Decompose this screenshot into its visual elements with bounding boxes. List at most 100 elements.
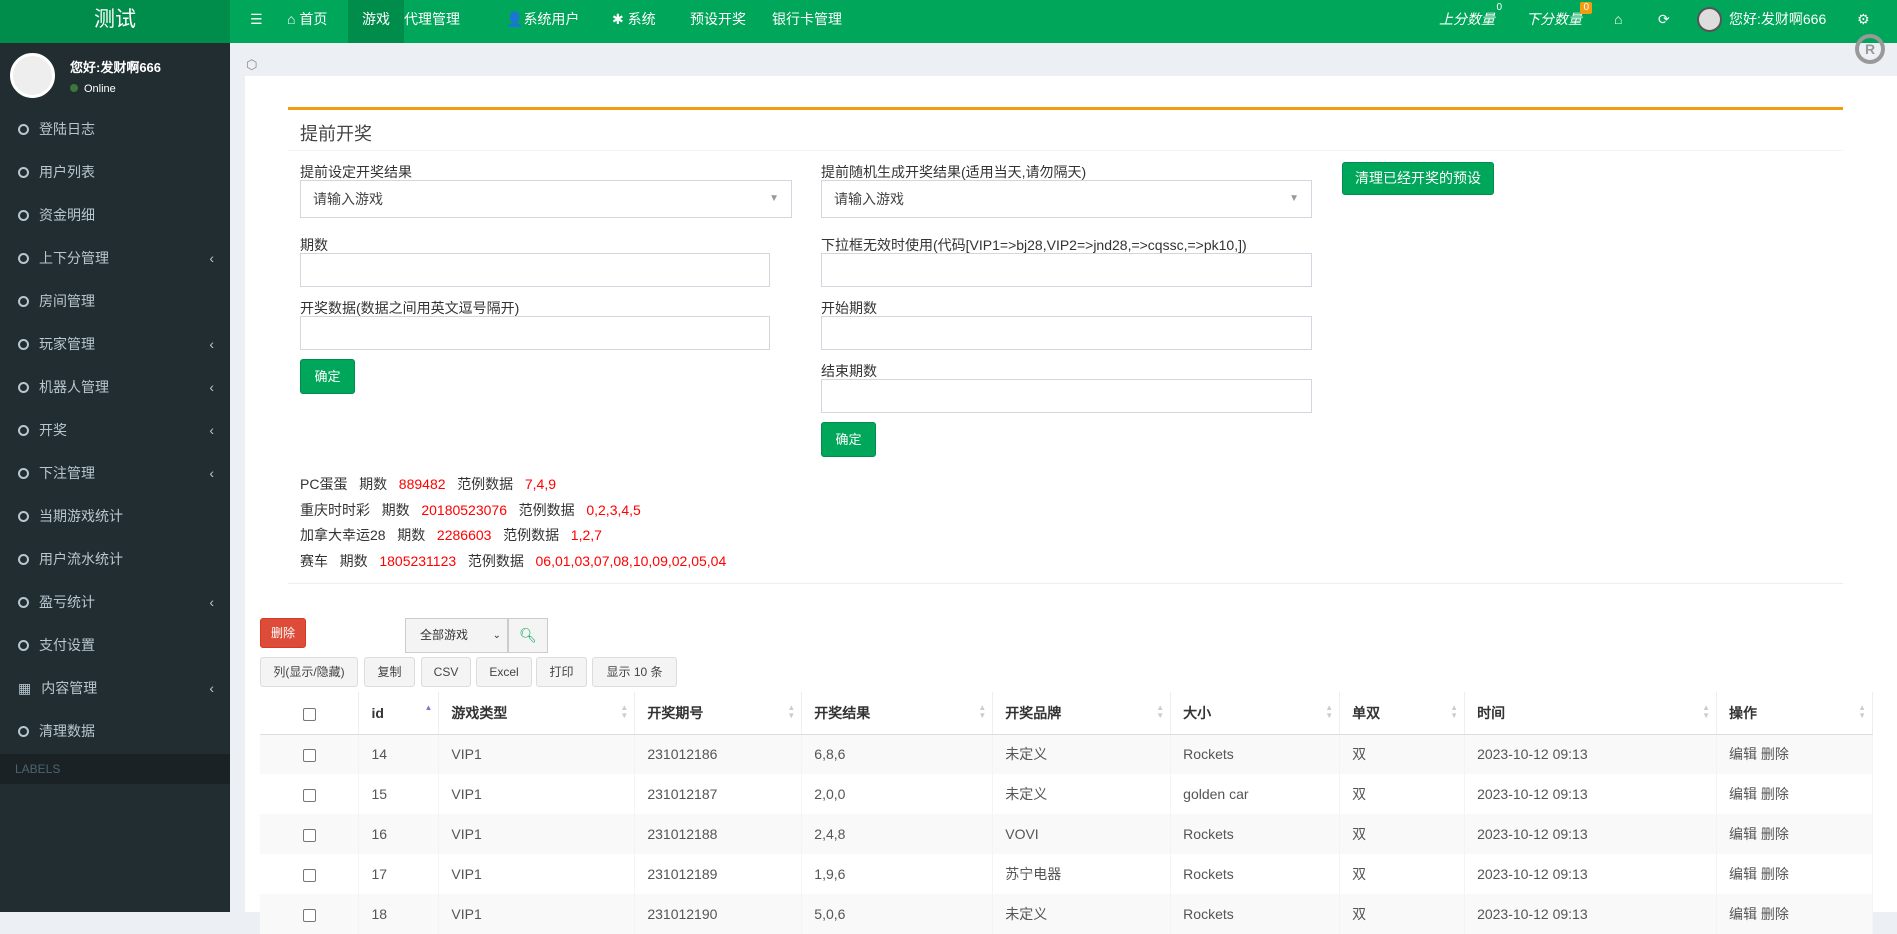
export-button[interactable]: Excel (476, 657, 532, 687)
column-header[interactable]: 时间 ▲ ▼ (1464, 692, 1717, 735)
circle-icon (18, 511, 29, 522)
user-name: 您好:发财啊666 (1729, 11, 1827, 27)
nav-system[interactable]: ✱ 系统 (598, 0, 670, 43)
sidebar-item[interactable]: 房间管理 (0, 280, 230, 323)
row-checkbox[interactable] (302, 908, 316, 922)
edit-link[interactable]: 编辑 (1728, 866, 1757, 882)
cell-result: 2,4,8 (801, 814, 994, 854)
edit-link[interactable]: 编辑 (1728, 906, 1757, 922)
draw-results-table: id ▲ 游戏类型 ▲ ▼ 开奖期号 ▲ ▼ 开奖结果 ▲ ▼ 开奖品牌 ▲ ▼ 大小 ▲ ▼ 单双 ▲ ▼ 时间 ▲ ▼ 操… (260, 692, 1874, 934)
code-input[interactable] (821, 253, 1312, 287)
home-button[interactable]: ⌂ (1600, 0, 1636, 43)
column-header[interactable]: 开奖期号 ▲ ▼ (634, 692, 803, 735)
refresh-button[interactable]: ⟳ (1644, 0, 1684, 43)
sidebar-item[interactable]: 用户列表 (0, 151, 230, 194)
export-button[interactable]: 复制 (364, 657, 415, 687)
example-value: 0,2,3,4,5 (586, 501, 641, 518)
gear-icon: ✱ (612, 11, 624, 27)
edit-link[interactable]: 编辑 (1728, 826, 1757, 842)
nav-home[interactable]: ⌂ 首页 (273, 0, 341, 43)
export-button[interactable]: 打印 (536, 657, 587, 687)
row-checkbox[interactable] (302, 868, 316, 882)
game-filter-select[interactable]: 全部游戏 ⌄ (405, 618, 508, 653)
column-header[interactable]: 大小 ▲ ▼ (1170, 692, 1341, 735)
export-button[interactable]: 列(显示/隐藏) (260, 657, 358, 687)
example-line: 赛车 期数 1805231123 范例数据 06,01,03,07,08,10,… (300, 551, 726, 571)
start-period-label: 开始期数 (821, 300, 877, 316)
delete-button[interactable]: 删除 (260, 618, 306, 648)
search-icon: 🔍︎ (519, 627, 537, 643)
delete-link[interactable]: 删除 (1760, 786, 1789, 802)
sidebar-item[interactable]: 支付设置 (0, 624, 230, 667)
row-select-cell (260, 774, 360, 814)
select-all-checkbox[interactable] (302, 707, 316, 721)
user-menu[interactable]: 您好:发财啊666 (1685, 0, 1840, 43)
chevron-left-icon: ‹ (209, 422, 214, 438)
column-header[interactable]: id ▲ (358, 692, 440, 735)
up-score-badge: 0 (1496, 2, 1502, 13)
sidebar-item[interactable]: 下注管理 ‹ (0, 452, 230, 495)
sidebar-item[interactable]: 盈亏统计 ‹ (0, 581, 230, 624)
breadcrumb-icon[interactable]: ⬡ (246, 57, 258, 72)
circle-icon (18, 468, 29, 479)
sidebar-item[interactable]: 登陆日志 (0, 108, 230, 151)
preset-game-select[interactable]: 请输入游戏 ▼ (300, 180, 792, 218)
sidebar-item[interactable]: ▦ 内容管理 ‹ (0, 667, 230, 710)
column-label: 操作 (1728, 704, 1757, 721)
sidebar-item[interactable]: 资金明细 (0, 194, 230, 237)
nav-agents[interactable]: 代理管理 (390, 0, 474, 43)
column-header[interactable]: 游戏类型 ▲ ▼ (438, 692, 636, 735)
edit-link[interactable]: 编辑 (1728, 746, 1757, 763)
export-button[interactable]: 显示 10 条 (592, 657, 677, 687)
delete-link[interactable]: 删除 (1760, 826, 1789, 842)
nav-games[interactable]: 游戏 (348, 0, 404, 43)
clear-presets-button[interactable]: 清理已经开奖的预设 (1342, 162, 1494, 195)
sidebar-item[interactable]: 清理数据 (0, 710, 230, 753)
column-header[interactable]: 开奖结果 ▲ ▼ (801, 692, 994, 735)
delete-link[interactable]: 删除 (1760, 906, 1789, 922)
sidebar-toggle-button[interactable]: ☰ (236, 0, 277, 43)
sidebar-item[interactable]: 玩家管理 ‹ (0, 323, 230, 366)
draw-data-input[interactable] (300, 316, 770, 350)
sidebar-item[interactable]: 当期游戏统计 (0, 495, 230, 538)
start-period-input[interactable] (821, 316, 1312, 350)
cell-period: 231012187 (634, 774, 803, 814)
sidebar-item[interactable]: 用户流水统计 (0, 538, 230, 581)
table-row: 15 VIP1 231012187 2,0,0 未定义 golden car 双 2023-1… (260, 774, 1874, 814)
confirm-button-right[interactable]: 确定 (821, 422, 876, 457)
settings-button[interactable]: ⚙ (1843, 0, 1884, 43)
down-score-count[interactable]: 下分数量 0 (1512, 0, 1596, 43)
period-input[interactable] (300, 253, 770, 287)
end-period-input[interactable] (821, 379, 1312, 413)
sidebar-item[interactable]: 开奖 ‹ (0, 409, 230, 452)
logo[interactable]: 测试 (0, 0, 230, 43)
column-header[interactable]: 单双 ▲ ▼ (1339, 692, 1466, 735)
column-label: 开奖品牌 (1005, 704, 1062, 721)
up-score-count[interactable]: 上分数量 0 (1425, 0, 1509, 43)
nav-preset-draw[interactable]: 预设开奖 (676, 0, 760, 43)
confirm-button-left[interactable]: 确定 (300, 359, 355, 394)
game-name: 赛车 (300, 552, 328, 569)
row-checkbox[interactable] (302, 828, 316, 842)
delete-link[interactable]: 删除 (1760, 746, 1789, 763)
example-label: 范例数据 (457, 476, 514, 492)
search-button[interactable]: 🔍︎ (508, 618, 548, 653)
cell-brand: 未定义 (992, 774, 1172, 814)
sidebar-item[interactable]: 上下分管理 ‹ (0, 237, 230, 280)
delete-link[interactable]: 删除 (1760, 866, 1789, 882)
row-checkbox[interactable] (302, 749, 316, 763)
sort-icon: ▲ ▼ (1702, 703, 1710, 720)
random-game-select[interactable]: 请输入游戏 ▼ (821, 180, 1312, 218)
export-button[interactable]: CSV (421, 657, 471, 687)
cell-brand: 未定义 (992, 734, 1172, 774)
column-header[interactable]: 操作 ▲ ▼ (1716, 692, 1874, 735)
nav-bank-cards[interactable]: 银行卡管理 (758, 0, 856, 43)
nav-system-users[interactable]: 👤系统用户 (492, 0, 593, 43)
sidebar-item[interactable]: 机器人管理 ‹ (0, 366, 230, 409)
chevron-left-icon: ‹ (209, 250, 214, 266)
column-header[interactable]: 开奖品牌 ▲ ▼ (992, 692, 1172, 735)
edit-link[interactable]: 编辑 (1728, 786, 1757, 802)
cell-actions: 编辑 删除 (1716, 894, 1874, 934)
row-checkbox[interactable] (302, 788, 316, 802)
circle-icon (18, 339, 29, 350)
